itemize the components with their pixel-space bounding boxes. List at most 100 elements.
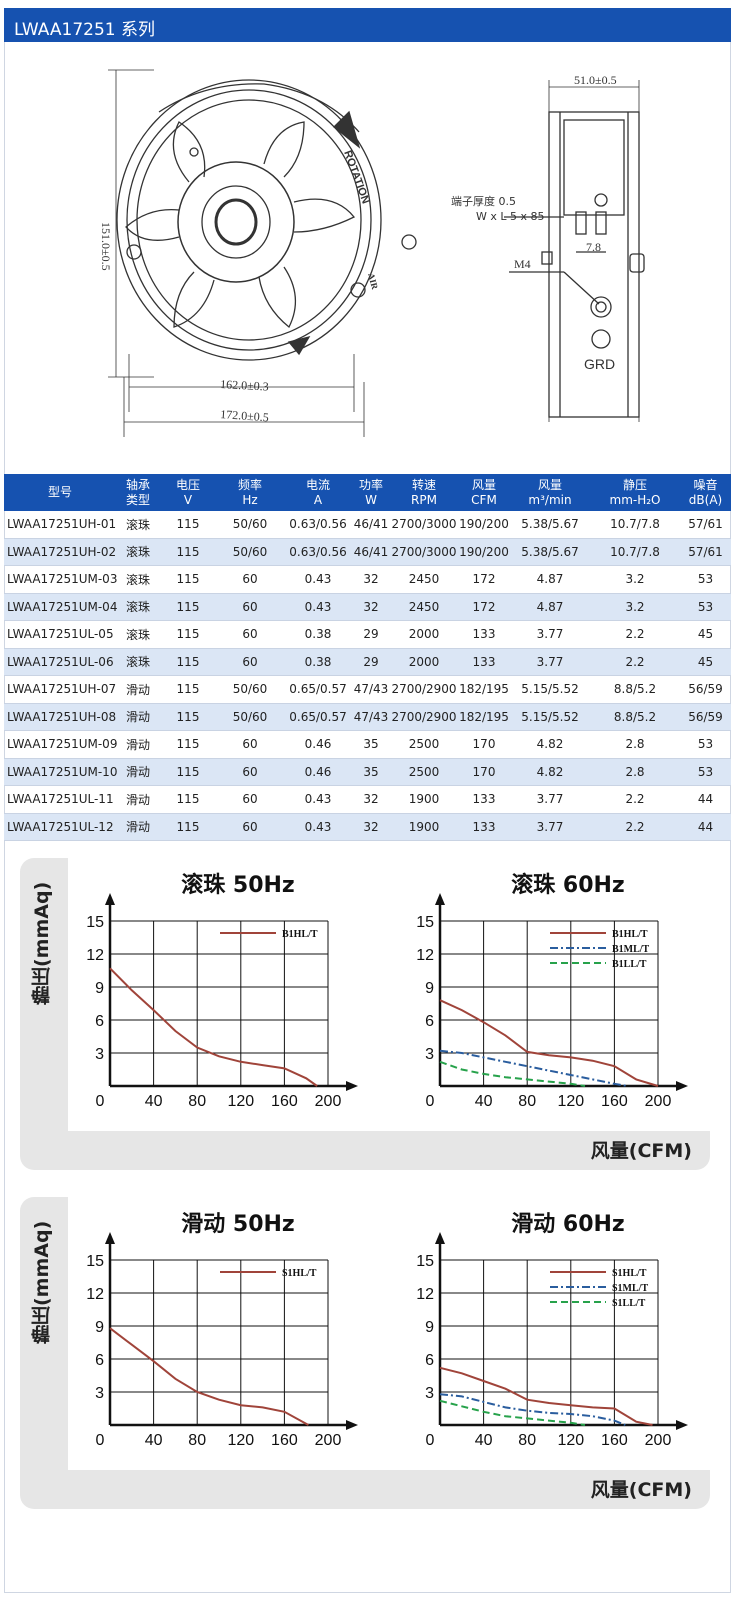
- y-tick-label: 3: [95, 1046, 104, 1063]
- table-cell: 47/43: [352, 703, 390, 731]
- dim-depth: 51.0±0.5: [574, 73, 617, 87]
- table-cell: 0.38: [284, 648, 352, 676]
- table-cell: 滑动: [116, 813, 160, 841]
- table-cell: 10.7/7.8: [590, 538, 680, 566]
- table-cell: 4.82: [510, 758, 590, 786]
- series-line: [109, 1327, 309, 1426]
- x-axis-arrow: [346, 1081, 358, 1091]
- table-cell: 115: [160, 593, 216, 621]
- table-cell: 45: [680, 620, 731, 649]
- table-cell: 2.8: [590, 730, 680, 759]
- model-cell: LWAA17251UM-04: [4, 593, 117, 621]
- table-cell: 2700/3000: [390, 511, 458, 539]
- table-cell: 0.46: [284, 758, 352, 786]
- table-cell: 8.8/5.2: [590, 703, 680, 731]
- fan-drawing: ROTATION AIR 151.0±0.5 162.0±0.3 172.0±0…: [4, 42, 731, 472]
- y-tick-label: 6: [95, 1352, 104, 1369]
- table-cell: 29: [352, 648, 390, 676]
- header-label: 轴承: [125, 477, 150, 492]
- table-cell: 0.65/0.57: [284, 703, 352, 731]
- x-axis-arrow: [676, 1081, 688, 1091]
- table-cell: 53: [680, 730, 731, 759]
- x-tick-label: 0: [96, 1093, 105, 1110]
- header-unit: 类型: [125, 492, 150, 507]
- x-tick-label: 0: [426, 1432, 435, 1449]
- table-cell: 2450: [390, 565, 458, 594]
- x-tick-label: 0: [96, 1432, 105, 1449]
- x-tick-label: 160: [601, 1432, 628, 1449]
- table-header-row: 型号 轴承 类型 电压 V 频率 Hz 电流 A 功率 W 转速 RPM 风量 CFM 风量 m³/min 静压 m…: [4, 474, 731, 511]
- x-tick-label: 80: [188, 1093, 206, 1110]
- table-row: LWAA17251UM-09 滑动 115 60 0.46 35 2500 170 4.82 2.…: [4, 730, 731, 759]
- table-cell: 5.38/5.67: [510, 538, 590, 566]
- fan-front-view: [116, 79, 417, 361]
- table-row: LWAA17251UL-11 滑动 115 60 0.43 32 1900 133 3.77 2.…: [4, 785, 731, 814]
- table-cell: 2700/2900: [390, 703, 458, 731]
- table-cell: 2000: [390, 648, 458, 676]
- y-tick-label: 15: [86, 1253, 104, 1270]
- table-cell: 29: [352, 620, 390, 649]
- table-cell: 115: [160, 758, 216, 786]
- air-label: AIR: [366, 272, 380, 291]
- table-cell: 57/61: [680, 538, 731, 566]
- legend-label: S1ML/T: [612, 1283, 648, 1294]
- table-cell: 56/59: [680, 675, 731, 704]
- table-cell: 182/195: [458, 703, 510, 731]
- y-tick-label: 6: [425, 1352, 434, 1369]
- table-cell: 115: [160, 785, 216, 814]
- table-cell: 滑动: [116, 703, 160, 731]
- model-cell: LWAA17251UL-12: [4, 813, 116, 841]
- table-cell: 滚珠: [116, 538, 160, 566]
- legend-label: B1ML/T: [612, 944, 650, 955]
- x-tick-label: 200: [315, 1432, 342, 1449]
- y-tick-label: 3: [95, 1385, 104, 1402]
- table-row: LWAA17251UM-10 滑动 115 60 0.46 35 2500 170 4.82 2.…: [4, 758, 731, 786]
- y-tick-label: 12: [416, 1286, 434, 1303]
- y-tick-label: 15: [416, 1253, 434, 1270]
- header-unit: Hz: [242, 492, 258, 507]
- dim-height: 151.0±0.5: [99, 222, 113, 271]
- table-cell: 2.2: [590, 813, 680, 841]
- chart-ball-50hz: 滚珠 50Hz 0 40 80 120 160 200 3 6 9 12 15 B1HL/T: [80, 868, 358, 1122]
- table-cell: 45: [680, 648, 731, 676]
- y-axis-arrow: [105, 1232, 115, 1244]
- x-axis-label: 风量(CFM): [590, 1140, 692, 1162]
- model-cell: LWAA17251UL-11: [4, 785, 116, 814]
- table-cell: 5.15/5.52: [510, 703, 590, 731]
- table-cell: 35: [352, 758, 390, 786]
- table-cell: 32: [352, 593, 390, 621]
- header-unit: CFM: [471, 492, 497, 507]
- header-unit: m³/min: [528, 492, 572, 507]
- table-cell: 115: [160, 511, 216, 539]
- table-cell: 2.2: [590, 785, 680, 814]
- table-cell: 滚珠: [116, 620, 160, 649]
- header-label: 电压: [175, 477, 200, 492]
- table-cell: 133: [458, 620, 510, 649]
- table-cell: 滚珠: [116, 593, 160, 621]
- x-tick-label: 0: [426, 1093, 435, 1110]
- header-label: 风量: [471, 477, 496, 492]
- header-unit: V: [183, 492, 193, 507]
- table-cell: 8.8/5.2: [590, 675, 680, 704]
- x-tick-label: 200: [645, 1093, 672, 1110]
- table-cell: 0.46: [284, 730, 352, 759]
- chart-sleeve-60hz: 滑动 60Hz 0 40 80 120 160 200 3 6 9 12 15 S1HL/T S1ML/T…: [410, 1207, 688, 1461]
- table-header-cell: 转速 RPM: [390, 474, 458, 511]
- table-cell: 60: [216, 730, 284, 759]
- table-cell: 60: [216, 813, 284, 841]
- legend-label: B1HL/T: [612, 929, 648, 940]
- legend-label: S1HL/T: [282, 1268, 317, 1279]
- table-cell: 60: [216, 593, 284, 621]
- table-row: LWAA17251UL-06 滚珠 115 60 0.38 29 2000 133 3.77 2.…: [4, 648, 731, 676]
- header-label: 频率: [237, 477, 262, 492]
- table-cell: 2.2: [590, 620, 680, 649]
- table-cell: 60: [216, 785, 284, 814]
- table-cell: 32: [352, 785, 390, 814]
- table-cell: 5.38/5.67: [510, 511, 590, 539]
- table-header-cell: 型号: [4, 474, 116, 511]
- table-cell: 0.43: [284, 565, 352, 594]
- x-tick-label: 120: [557, 1432, 584, 1449]
- model-cell: LWAA17251UL-06: [4, 648, 116, 676]
- terminal-size: W x L 5 x 85: [476, 210, 545, 223]
- header-label: 风量: [537, 477, 562, 492]
